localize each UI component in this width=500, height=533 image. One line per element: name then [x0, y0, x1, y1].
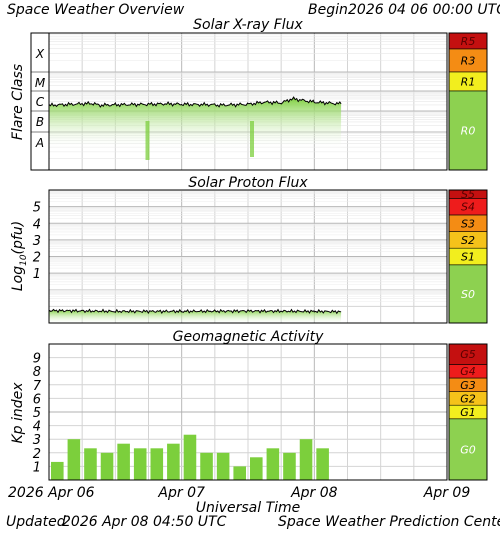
proton-scale-label: S5 — [461, 188, 475, 201]
xray-class-label: M — [35, 76, 46, 90]
proton-scale-label: S4 — [461, 201, 475, 214]
proton-ytick: 2 — [33, 251, 41, 266]
proton-grid — [49, 190, 447, 323]
kp-ytick: 6 — [33, 392, 41, 407]
footer-updated-label: Updated — [6, 514, 66, 530]
proton-ytick: 5 — [33, 201, 41, 216]
xray-chart-title: Solar X-ray Flux — [193, 17, 303, 33]
kp-bar — [316, 448, 329, 480]
proton-scale-frame — [448, 189, 488, 324]
panel-frames — [48, 32, 488, 481]
kp-ytick: 4 — [33, 420, 41, 435]
kp-bar — [216, 452, 230, 480]
kp-ytick: 1 — [33, 460, 41, 475]
kp-scale-label: G4 — [460, 365, 476, 378]
kp-ytick: 8 — [33, 365, 41, 380]
kp-bar — [84, 448, 97, 480]
kp-bar — [100, 452, 114, 480]
xray-class-label: A — [35, 136, 44, 150]
kp-bar — [233, 466, 246, 480]
header-begin-label: Begin — [308, 2, 348, 18]
kp-ytick: 9 — [33, 352, 41, 367]
xray-frame — [48, 32, 448, 171]
kp-bar — [67, 439, 81, 480]
kp-bar — [299, 439, 313, 480]
x-axis-title: Universal Time — [196, 500, 301, 516]
kp-bar — [250, 457, 263, 480]
x-axis-tick-label: 2026 Apr 06 — [8, 485, 95, 501]
kp-scale-label: G0 — [460, 443, 476, 456]
xray-flux-fill — [49, 97, 342, 150]
x-axis-tick-label: Apr 08 — [290, 485, 338, 501]
kp-bar — [51, 461, 64, 480]
kp-bar — [133, 448, 147, 480]
proton-ylabel: Log10(pfu) — [10, 221, 29, 291]
proton-flux-series — [48, 308, 342, 323]
kp-scale-label: G2 — [460, 392, 476, 405]
proton-scale-label: S3 — [461, 217, 475, 230]
kp-bar — [150, 448, 164, 480]
kp-grid — [49, 344, 447, 480]
kp-bar — [183, 434, 197, 480]
x-axis-tick-label: Apr 07 — [157, 485, 205, 501]
proton-ylabel-main: Log — [10, 266, 26, 291]
xray-flux-line — [48, 96, 342, 108]
proton-scale-label: S1 — [461, 251, 475, 264]
kp-bars — [51, 434, 329, 480]
footer-updated-value: 2026 Apr 08 04:50 UTC — [62, 514, 227, 530]
header-begin-value: 2026 04 06 00:00 UTC — [348, 2, 500, 18]
kp-ytick: 5 — [33, 406, 41, 421]
proton-ytick: 3 — [33, 234, 41, 249]
xray-class-label: C — [36, 95, 45, 109]
kp-ytick: 2 — [33, 447, 41, 462]
proton-ytick: 1 — [33, 267, 41, 282]
proton-flux-fill — [49, 309, 342, 323]
xray-scale-label: R5 — [461, 35, 476, 48]
kp-bar — [167, 443, 180, 480]
xray-scale-frame — [448, 32, 488, 171]
xray-flux-series — [48, 96, 342, 160]
xray-scale-box — [448, 90, 488, 171]
header-title: Space Weather Overview — [7, 2, 185, 18]
footer-credit: Space Weather Prediction Center — [278, 514, 500, 530]
xray-dip-mark — [250, 121, 254, 157]
kp-bar — [283, 452, 296, 480]
xray-scale-label: R0 — [461, 125, 476, 138]
kp-ylabel: Kp index — [10, 382, 26, 444]
proton-ytick: 4 — [33, 217, 41, 232]
kp-scale-label: G5 — [460, 348, 476, 361]
kp-ytick: 7 — [33, 379, 42, 394]
proton-flux-line — [48, 308, 342, 315]
kp-frame — [48, 343, 448, 481]
kp-scale-label: G3 — [460, 379, 476, 392]
kp-bar — [266, 448, 280, 480]
proton-ylabel-subscript: 10 — [19, 254, 29, 266]
xray-dip-mark — [145, 121, 150, 160]
proton-scale-label: S2 — [461, 234, 475, 247]
xray-scale-label: R1 — [461, 76, 476, 89]
kp-ytick: 3 — [33, 433, 41, 448]
proton-chart-title: Solar Proton Flux — [188, 175, 308, 191]
x-axis-tick-label: Apr 09 — [423, 485, 471, 501]
kp-scale-box — [448, 418, 488, 481]
xray-scale-label: R3 — [461, 55, 476, 68]
xray-ylabel: Flare Class — [10, 64, 26, 140]
proton-ylabel-unit: (pfu) — [10, 221, 26, 255]
xray-class-label: X — [35, 47, 45, 61]
proton-scale-label: S0 — [461, 288, 475, 301]
kp-bar — [117, 443, 130, 480]
kp-bar — [200, 452, 213, 480]
xray-class-label: B — [36, 115, 44, 129]
proton-frame — [48, 189, 448, 324]
kp-chart-title: Geomagnetic Activity — [173, 329, 324, 345]
kp-scale-frame — [448, 343, 488, 481]
kp-scale-label: G1 — [460, 406, 476, 419]
